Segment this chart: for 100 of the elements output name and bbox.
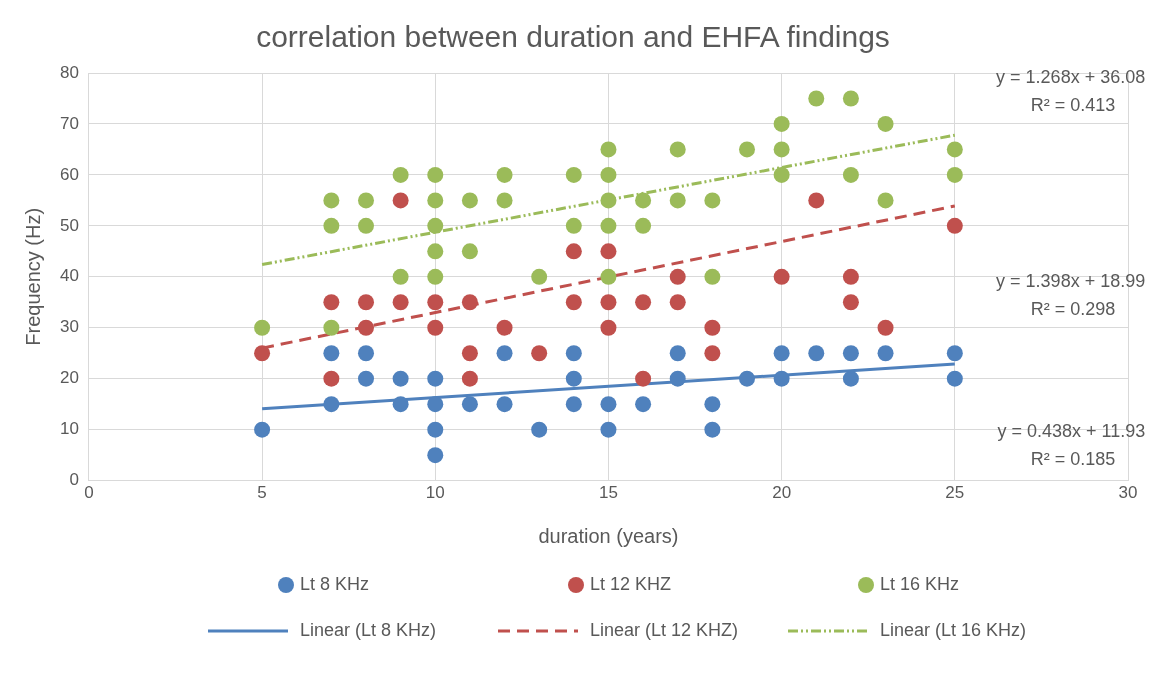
point (877, 319, 894, 336)
point (842, 268, 859, 285)
point (635, 396, 652, 413)
point (358, 294, 374, 311)
point (496, 396, 513, 413)
point (704, 268, 721, 285)
point (773, 115, 790, 132)
point (704, 192, 721, 209)
point (496, 345, 513, 362)
y-tick-label: 20 (59, 368, 79, 388)
point (669, 294, 686, 311)
point (254, 319, 271, 336)
legend-label: Linear (Lt 8 KHz) (300, 619, 437, 640)
point (773, 370, 790, 387)
point (565, 294, 582, 311)
y-tick-label: 70 (59, 113, 79, 133)
point (392, 370, 409, 387)
point (704, 345, 721, 362)
point (392, 396, 409, 413)
x-tick-label: 10 (425, 483, 445, 503)
point (427, 396, 444, 413)
y-tick-label: 80 (59, 62, 79, 82)
point (323, 294, 340, 311)
point (496, 166, 513, 183)
point (808, 345, 825, 362)
point (358, 319, 374, 336)
point (600, 294, 617, 311)
point (531, 268, 548, 285)
point (392, 166, 409, 183)
point (877, 115, 894, 132)
point (877, 345, 894, 362)
point (427, 268, 444, 285)
annotation: y = 1.268x + 36.08 R² = 0.413 (996, 67, 1146, 116)
point (358, 192, 374, 209)
point (427, 421, 444, 438)
point (427, 370, 444, 387)
point (461, 243, 478, 260)
point (323, 370, 340, 387)
point (669, 141, 686, 158)
point (358, 370, 374, 387)
point (773, 166, 790, 183)
point (669, 370, 686, 387)
point (600, 192, 617, 209)
point (427, 319, 444, 336)
point (496, 319, 513, 336)
x-tick-label: 0 (84, 483, 94, 503)
point (635, 217, 652, 234)
legend-label: Lt 16 KHz (880, 573, 960, 594)
point (254, 345, 271, 362)
point (600, 217, 617, 234)
x-tick-label: 25 (945, 483, 965, 503)
chart-title: correlation between duration and EHFA findings (256, 20, 890, 54)
point (946, 141, 963, 158)
point (565, 166, 582, 183)
point (635, 294, 652, 311)
point (392, 192, 409, 209)
point (496, 192, 513, 209)
point (461, 370, 478, 387)
point (531, 345, 548, 362)
point (427, 217, 444, 234)
point (600, 319, 617, 336)
point (323, 319, 340, 336)
y-tick-label: 30 (59, 317, 79, 337)
point (600, 268, 617, 285)
point (946, 217, 963, 234)
point (773, 141, 790, 158)
point (358, 217, 374, 234)
point (635, 370, 652, 387)
point (254, 421, 271, 438)
point (773, 268, 790, 285)
x-tick-label: 20 (772, 483, 792, 503)
point (461, 345, 478, 362)
point (565, 217, 582, 234)
point (427, 243, 444, 260)
x-tick-label: 15 (598, 483, 618, 503)
point (808, 90, 825, 107)
point (323, 217, 340, 234)
x-axis-title: duration (years) (538, 524, 679, 547)
point (427, 447, 444, 464)
x-tick-label: 5 (257, 483, 267, 503)
point (842, 294, 859, 311)
point (427, 166, 444, 183)
point (565, 396, 582, 413)
point (600, 243, 617, 260)
point (773, 345, 790, 362)
point (877, 192, 894, 209)
point (427, 192, 444, 209)
point (600, 421, 617, 438)
point (842, 370, 859, 387)
point (842, 166, 859, 183)
point (565, 370, 582, 387)
legend-label: Lt 12 KHZ (590, 573, 672, 594)
y-tick-label: 10 (59, 419, 79, 439)
point (600, 166, 617, 183)
legend-label: Lt 8 KHz (300, 573, 370, 594)
point (946, 370, 963, 387)
y-tick-label: 0 (69, 470, 79, 490)
point (358, 345, 374, 362)
y-tick-label: 50 (59, 215, 79, 235)
point (427, 294, 444, 311)
